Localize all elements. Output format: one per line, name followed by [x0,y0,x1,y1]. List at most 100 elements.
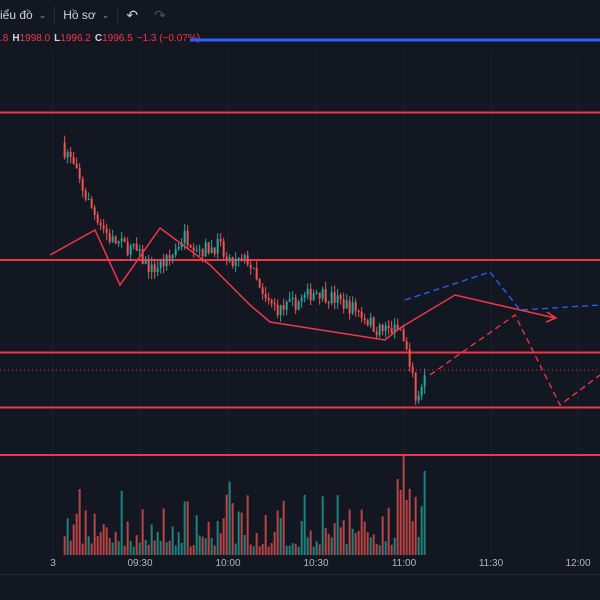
redo-button[interactable]: ↷ [146,0,174,30]
change-value: −1.3 (−0.07%) [136,33,201,44]
volume-bar [378,545,381,555]
volume-bar [270,543,273,555]
volume-bar [126,521,129,555]
candle-body [171,255,174,259]
volume-bar [150,524,153,555]
candle-body [198,249,201,251]
volume-bar [69,540,72,555]
candle-body [333,292,336,303]
volume-bar [291,543,294,555]
volume-bar [81,543,84,555]
candle-body [294,297,297,310]
high-key: H [12,33,20,44]
candle-body [156,268,159,273]
volume-bar [99,532,102,555]
volume-bar [96,536,99,555]
projection-arrow[interactable] [399,294,556,329]
volume-bar [390,544,393,555]
candle-body [189,245,192,248]
time-tick-label: 09:30 [127,558,153,569]
volume-bar [165,542,168,555]
volume-bar [210,537,213,555]
volume-bar [285,545,288,555]
volume-bar [183,501,186,555]
candle-body [153,264,156,273]
candle-body [303,294,306,298]
volume-bar [189,546,192,555]
volume-bar [108,537,111,555]
volume-bar [75,513,78,555]
volume-bar [258,546,261,555]
candle-body [306,288,309,295]
candle-body [396,324,399,330]
volume-bar [168,540,171,555]
candle-body [93,207,96,215]
volume-bar [84,510,87,555]
candle-body [219,239,222,242]
time-tick-label: 10:30 [303,558,329,569]
candle-body [81,178,84,191]
candle-body [282,305,285,310]
volume-bar [222,518,225,555]
toolbar-divider [54,6,56,24]
time-axis[interactable]: 3 09:30 10:00 10:30 11:00 11:30 12:00 [0,558,600,574]
candle-body [141,249,144,265]
candle-body [270,300,273,304]
candle-body [249,264,252,269]
volume-bar [141,509,144,555]
candle-body [132,243,135,246]
volume-bar [234,543,237,555]
volume-bar [198,535,201,555]
volume-bar [207,521,210,555]
chart-menu-label: iểu đồ [0,8,33,22]
undo-button[interactable]: ↶ [118,0,146,30]
chevron-down-icon: ⌄ [38,9,47,20]
candle-body [357,311,360,313]
volume-bar [231,503,234,555]
volume-bar [348,509,351,555]
volume-bar [417,536,420,555]
candle-body [234,259,237,266]
candle-body [246,255,249,265]
volume-bar [405,500,408,555]
candle-body [405,341,408,350]
profile-menu-label: Hồ sơ [63,8,96,22]
candle-body [372,317,375,332]
blue-dashed-projection[interactable] [404,271,600,311]
candle-body [72,156,75,164]
zigzag-pattern-drawing[interactable] [49,226,401,341]
volume-bar [318,544,321,555]
volume-bar [252,546,255,555]
candle-body [174,249,177,256]
volume-bar [339,527,342,555]
candle-body [225,256,228,260]
red-dashed-projection[interactable] [429,314,600,406]
candle-body [339,295,342,300]
volume-bar [297,546,300,555]
candle-body [336,295,339,303]
volume-bar [177,532,180,555]
volume-bar [336,495,339,555]
volume-bar [216,520,219,555]
horizontal-levels[interactable] [0,111,600,456]
volume-bar [87,536,90,555]
candle-body [165,255,168,267]
candle-body [324,289,327,303]
volume-bar [384,541,387,555]
volume-bar [312,546,315,555]
profile-menu-button[interactable]: Hồ sơ ⌄ [55,0,117,30]
candle-body [186,230,189,246]
time-tick-label: 11:00 [391,558,417,569]
volume-bar [327,533,330,555]
chart-menu-button[interactable]: iểu đồ ⌄ [0,0,54,30]
candle-body [291,297,294,299]
volume-bar [315,541,318,555]
candle-body [393,324,396,334]
candle-body [177,247,180,250]
volume-bar [117,541,120,555]
candle-body [312,293,315,301]
candle-body [369,317,372,326]
volume-bar [255,532,258,555]
volume-bar [138,542,141,555]
